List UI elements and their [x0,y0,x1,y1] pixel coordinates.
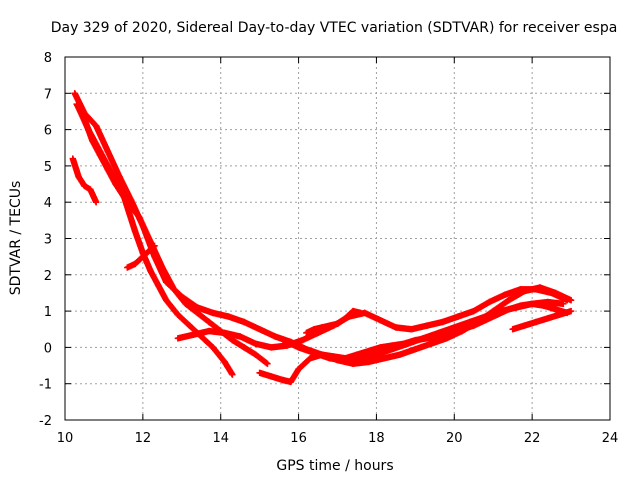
y-tick-label: 3 [44,233,52,248]
chart-title: Day 329 of 2020, Sidereal Day-to-day VTE… [51,20,618,36]
data-point [92,199,100,206]
data-point [560,300,567,308]
data-point [357,309,365,317]
series-track-i [509,307,575,333]
y-axis-label: SDTVAR / TECUs [8,181,24,296]
x-axis-label: GPS time / hours [276,458,393,474]
data-point [150,243,157,250]
data-point [229,371,236,378]
y-tick-label: 0 [44,341,52,356]
series-track-c [69,155,100,206]
y-tick-label: 2 [44,269,52,284]
series-track-h [279,298,567,364]
y-tick-label: -1 [39,378,52,393]
x-tick-label: 24 [602,431,619,446]
series-track-d [75,104,236,378]
x-tick-label: 10 [57,431,74,446]
y-tick-label: 5 [44,160,52,175]
data-point [567,307,575,315]
series-track-j [303,307,365,337]
y-tick-label: -2 [39,414,52,429]
y-tick-label: 1 [44,305,52,320]
data-point [151,242,158,249]
x-tick-label: 14 [212,431,229,446]
data-point [264,360,271,367]
x-tick-label: 22 [524,431,541,446]
x-tick-label: 18 [368,431,385,446]
points-layer [69,90,575,386]
y-tick-label: 8 [44,51,52,66]
series-track-e [124,242,158,271]
x-tick-label: 20 [446,431,463,446]
y-tick-label: 7 [44,87,52,102]
y-tick-label: 4 [44,196,52,211]
data-point [563,297,571,304]
x-tick-label: 16 [290,431,307,446]
x-tick-label: 12 [135,431,152,446]
y-tick-label: 6 [44,124,52,139]
